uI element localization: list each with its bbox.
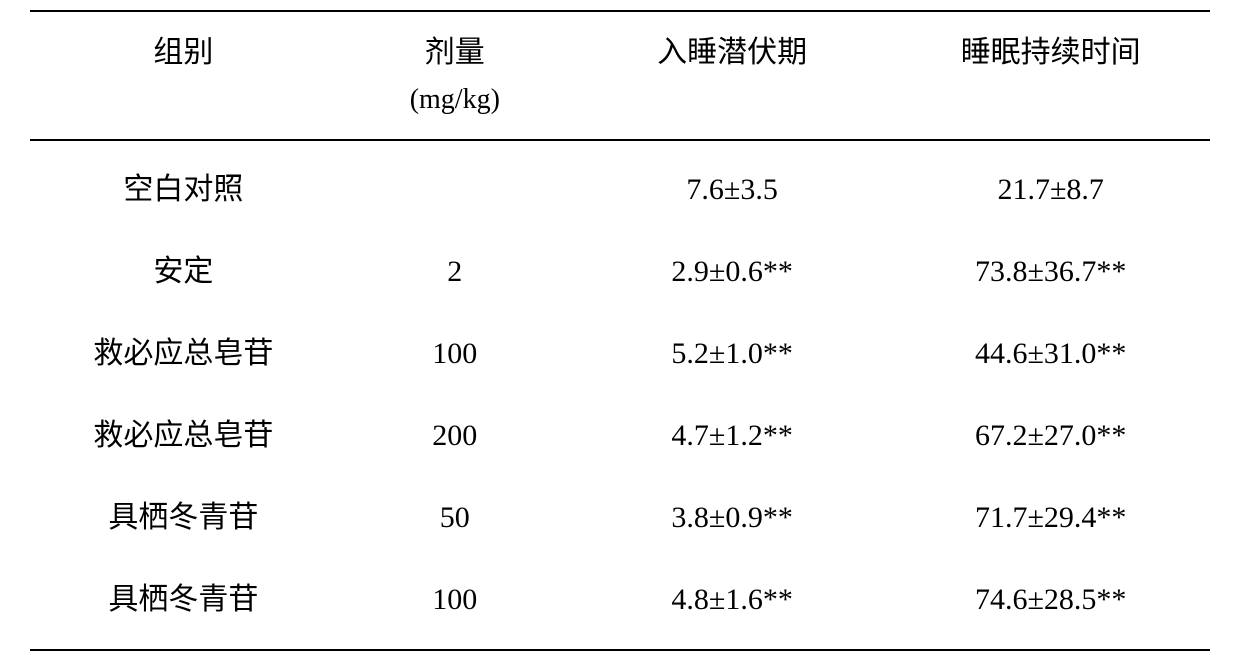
cell-duration: 67.2±27.0** — [891, 395, 1210, 477]
cell-latency: 7.6±3.5 — [573, 140, 892, 231]
table-body: 空白对照 7.6±3.5 21.7±8.7 安定 2 2.9±0.6** 73.… — [30, 140, 1210, 650]
header-dose-line1: 剂量 — [425, 36, 485, 69]
cell-group: 空白对照 — [30, 140, 337, 231]
header-latency: 入睡潜伏期 — [573, 11, 892, 140]
cell-dose: 100 — [337, 313, 573, 395]
data-table-container: 组别 剂量 (mg/kg) 入睡潜伏期 睡眠持续时间 空白对照 7.6±3.5 … — [30, 10, 1210, 651]
cell-group: 具栖冬青苷 — [30, 477, 337, 559]
cell-group: 救必应总皂苷 — [30, 395, 337, 477]
table-row: 救必应总皂苷 200 4.7±1.2** 67.2±27.0** — [30, 395, 1210, 477]
header-dose-line2: (mg/kg) — [347, 79, 563, 121]
cell-duration: 74.6±28.5** — [891, 559, 1210, 650]
table-header: 组别 剂量 (mg/kg) 入睡潜伏期 睡眠持续时间 — [30, 11, 1210, 140]
cell-duration: 71.7±29.4** — [891, 477, 1210, 559]
data-table: 组别 剂量 (mg/kg) 入睡潜伏期 睡眠持续时间 空白对照 7.6±3.5 … — [30, 10, 1210, 651]
cell-latency: 4.8±1.6** — [573, 559, 892, 650]
header-dose: 剂量 (mg/kg) — [337, 11, 573, 140]
cell-dose: 50 — [337, 477, 573, 559]
table-row: 救必应总皂苷 100 5.2±1.0** 44.6±31.0** — [30, 313, 1210, 395]
cell-duration: 44.6±31.0** — [891, 313, 1210, 395]
cell-group: 救必应总皂苷 — [30, 313, 337, 395]
table-row: 具栖冬青苷 100 4.8±1.6** 74.6±28.5** — [30, 559, 1210, 650]
cell-dose: 2 — [337, 231, 573, 313]
cell-dose — [337, 140, 573, 231]
table-row: 空白对照 7.6±3.5 21.7±8.7 — [30, 140, 1210, 231]
header-group: 组别 — [30, 11, 337, 140]
cell-latency: 5.2±1.0** — [573, 313, 892, 395]
cell-latency: 4.7±1.2** — [573, 395, 892, 477]
cell-group: 具栖冬青苷 — [30, 559, 337, 650]
cell-group: 安定 — [30, 231, 337, 313]
cell-latency: 2.9±0.6** — [573, 231, 892, 313]
cell-duration: 21.7±8.7 — [891, 140, 1210, 231]
table-row: 具栖冬青苷 50 3.8±0.9** 71.7±29.4** — [30, 477, 1210, 559]
cell-duration: 73.8±36.7** — [891, 231, 1210, 313]
cell-latency: 3.8±0.9** — [573, 477, 892, 559]
table-row: 安定 2 2.9±0.6** 73.8±36.7** — [30, 231, 1210, 313]
header-row: 组别 剂量 (mg/kg) 入睡潜伏期 睡眠持续时间 — [30, 11, 1210, 140]
cell-dose: 200 — [337, 395, 573, 477]
header-duration: 睡眠持续时间 — [891, 11, 1210, 140]
cell-dose: 100 — [337, 559, 573, 650]
